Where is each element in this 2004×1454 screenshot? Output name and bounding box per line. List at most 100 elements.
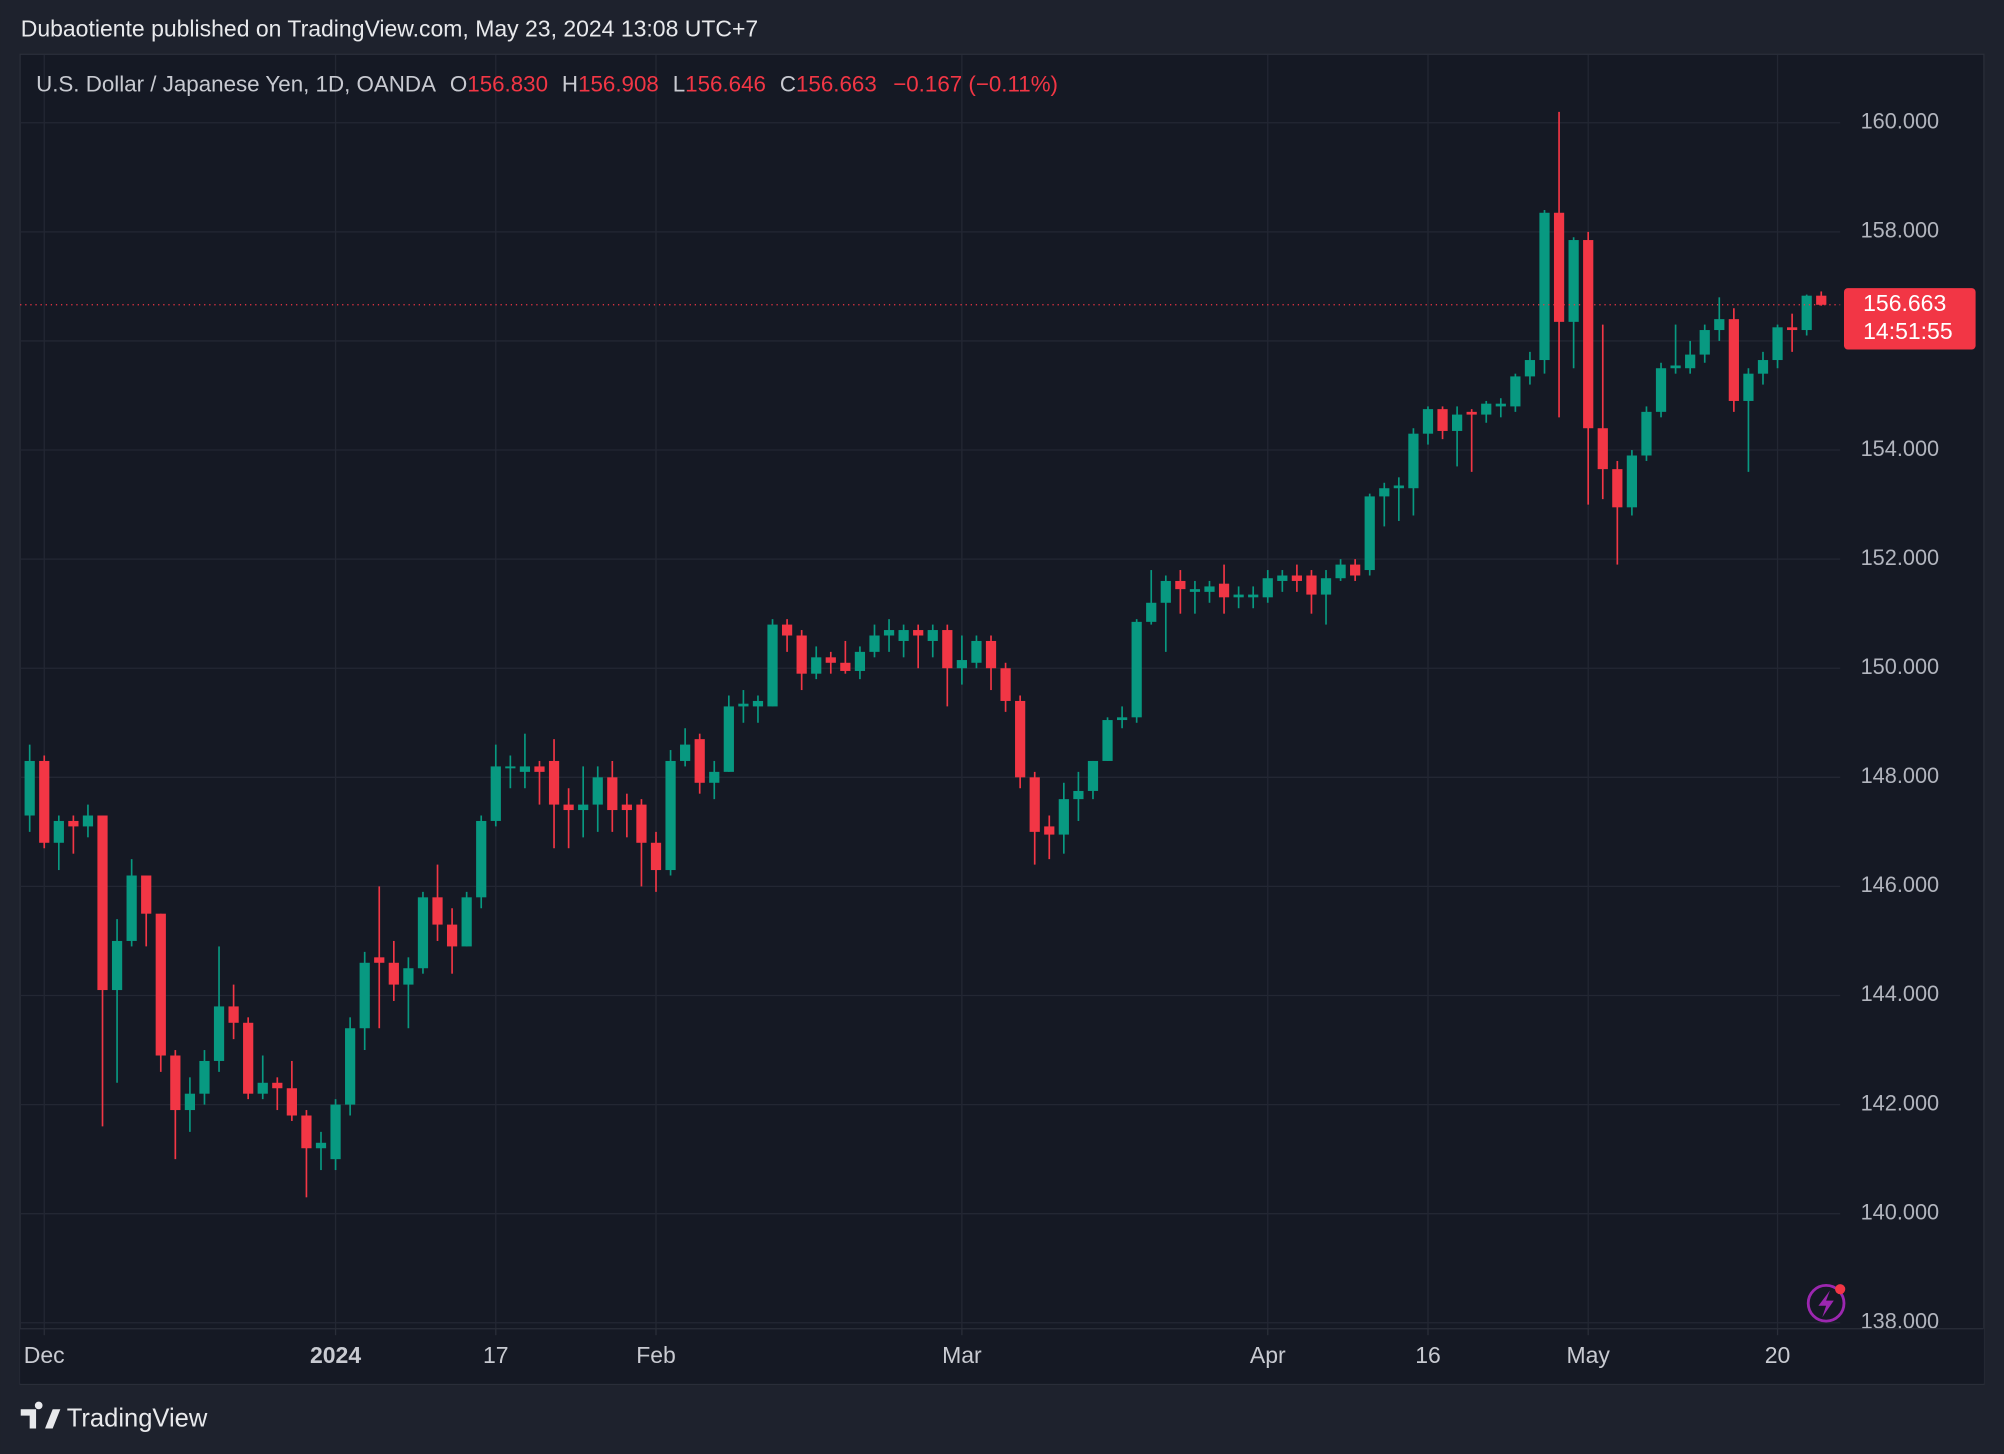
candle-body xyxy=(1685,354,1696,369)
x-tick-label: Feb xyxy=(636,1342,676,1368)
candle-body xyxy=(1510,376,1521,407)
alert-icon[interactable] xyxy=(1806,1283,1846,1323)
candle-body xyxy=(345,1028,356,1105)
candle-body xyxy=(1568,240,1579,322)
candle-body xyxy=(1743,373,1754,401)
candle-body xyxy=(985,640,997,669)
candle-body xyxy=(301,1115,312,1149)
y-tick-label: 148.000 xyxy=(1861,763,1940,788)
candle-body xyxy=(141,875,152,914)
candle-body xyxy=(738,703,749,707)
candle-body xyxy=(1612,469,1623,508)
y-tick-label: 160.000 xyxy=(1861,108,1940,133)
candle-body xyxy=(476,820,487,898)
chart-header: U.S. Dollar / Japanese Yen, 1D, OANDA O 1… xyxy=(36,72,1058,97)
candle-body xyxy=(1218,583,1230,598)
candle-body xyxy=(1714,319,1725,331)
candle-body xyxy=(24,760,35,816)
candle-body xyxy=(709,771,720,783)
brand-logo[interactable]: TradingView xyxy=(20,1401,208,1433)
candle-body xyxy=(257,1082,268,1094)
candle-body xyxy=(1175,580,1186,590)
candle-body xyxy=(1801,295,1812,331)
candle-body xyxy=(1189,589,1201,592)
candle-body xyxy=(1422,409,1434,434)
x-tick-label: Apr xyxy=(1250,1342,1286,1368)
candle-body xyxy=(1102,720,1113,761)
candle-body xyxy=(82,815,94,827)
chart-panel xyxy=(19,53,1985,1386)
y-tick-label: 150.000 xyxy=(1861,654,1940,679)
candle-body xyxy=(1553,212,1565,322)
candle-body xyxy=(1583,240,1594,429)
ohlc-key: L xyxy=(673,72,685,97)
candle-body xyxy=(286,1088,297,1116)
candle-body xyxy=(1058,799,1069,835)
ohlc-value: 156.663 xyxy=(796,72,877,97)
candle-body xyxy=(1816,295,1827,305)
candle-body xyxy=(403,968,414,985)
candle-body xyxy=(330,1104,341,1160)
candle-body xyxy=(1248,594,1259,598)
y-tick-label: 140.000 xyxy=(1861,1199,1940,1224)
candle-body xyxy=(417,897,429,969)
candle-body xyxy=(694,739,705,783)
candle-body xyxy=(1131,621,1142,718)
y-tick-label: 146.000 xyxy=(1861,872,1940,897)
candle-body xyxy=(680,744,691,761)
candle-body xyxy=(1772,327,1783,361)
candle-body xyxy=(1408,433,1419,489)
ohlc-value: 156.646 xyxy=(685,72,766,97)
candle-body xyxy=(752,700,764,707)
last-price-tag xyxy=(1843,288,1976,350)
candle-body xyxy=(490,766,501,821)
candle-body xyxy=(1000,668,1011,701)
candle-body xyxy=(1641,411,1652,456)
candle-body xyxy=(1204,586,1215,592)
symbol: U.S. Dollar / Japanese Yen, 1D, OANDA xyxy=(36,72,436,97)
candle-body xyxy=(315,1142,327,1149)
candle-body xyxy=(898,630,909,641)
candle-body xyxy=(621,804,632,811)
candle-body xyxy=(883,630,895,636)
x-tick-label: 2024 xyxy=(310,1342,361,1368)
candle-body xyxy=(1757,360,1769,374)
candle-body xyxy=(505,766,516,769)
candle-body xyxy=(68,820,79,827)
candle-body xyxy=(1350,564,1361,576)
candle-body xyxy=(578,804,589,811)
candle-body xyxy=(636,804,647,843)
candle-body xyxy=(184,1093,196,1111)
candle-body xyxy=(1524,360,1536,377)
bar-countdown: 14:51:55 xyxy=(1863,318,1952,344)
candle-body xyxy=(199,1060,210,1094)
candle-body xyxy=(359,962,370,1029)
candle-body xyxy=(1655,368,1667,412)
grid xyxy=(20,54,1841,1329)
candle-body xyxy=(1044,826,1055,835)
candle-body xyxy=(213,1006,225,1061)
candle-body xyxy=(1495,403,1506,407)
candle-body xyxy=(811,657,822,674)
x-tick-label: 20 xyxy=(1765,1342,1791,1368)
candle-body xyxy=(650,842,662,871)
candle-body xyxy=(97,815,108,991)
x-tick-label: 17 xyxy=(483,1342,509,1368)
y-tick-label: 144.000 xyxy=(1861,981,1940,1006)
x-axis-band xyxy=(20,1328,1984,1384)
candle-body xyxy=(913,630,924,636)
candle-body xyxy=(388,962,399,985)
y-tick-label: 152.000 xyxy=(1861,545,1940,570)
x-tick-label: Mar xyxy=(942,1342,982,1368)
candle-body xyxy=(592,777,603,805)
candle-body xyxy=(446,924,458,947)
candle-body xyxy=(607,777,618,811)
candle-body xyxy=(942,630,953,669)
candle-body xyxy=(1320,578,1332,595)
ohlc-key: O xyxy=(450,72,467,97)
candle-body xyxy=(39,760,50,843)
y-tick-label: 158.000 xyxy=(1861,218,1940,243)
candle-body xyxy=(1699,330,1710,355)
candle-body xyxy=(1233,594,1244,598)
candle-body xyxy=(1087,760,1099,791)
